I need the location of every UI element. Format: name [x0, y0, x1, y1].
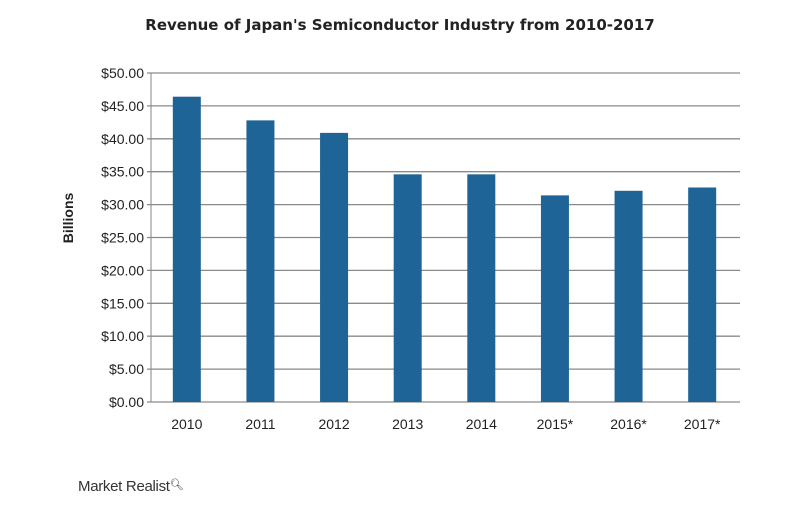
- x-tick-label: 2013: [392, 416, 423, 432]
- x-tick-label: 2012: [318, 416, 349, 432]
- magnifier-icon: 🔍︎: [169, 479, 184, 491]
- y-tick-label: $40.00: [101, 131, 144, 147]
- logo-text: Market Realist: [78, 478, 170, 495]
- bar-2010: [172, 96, 201, 403]
- market-realist-logo: Market Realist🔍︎: [78, 478, 184, 495]
- x-tick-label: 2011: [245, 416, 275, 432]
- bar-2014: [467, 174, 496, 402]
- y-tick-label: $20.00: [101, 262, 144, 278]
- y-tick-label: $5.00: [109, 361, 144, 377]
- y-tick-label: $50.00: [101, 65, 144, 81]
- x-tick-label: 2015*: [537, 416, 574, 432]
- x-tick-label: 2014: [466, 416, 497, 432]
- y-tick-label: $10.00: [101, 328, 144, 344]
- y-tick-label: $45.00: [101, 98, 144, 114]
- y-tick-label: $25.00: [101, 230, 144, 246]
- y-tick-label: $15.00: [101, 295, 144, 311]
- y-tick-label: $35.00: [101, 164, 144, 180]
- x-tick-label: 2017*: [684, 416, 721, 432]
- bar-2011: [246, 120, 275, 402]
- y-tick-label: $30.00: [101, 197, 144, 213]
- y-tick-label: $0.00: [109, 394, 144, 410]
- x-tick-label: 2010: [171, 416, 202, 432]
- x-tick-label: 2016*: [610, 416, 647, 432]
- y-axis-label: Billions: [60, 193, 76, 244]
- bar-2017: [688, 187, 717, 402]
- bar-2013: [393, 174, 422, 402]
- bar-2015: [540, 195, 569, 402]
- bar-2016: [614, 190, 643, 402]
- chart-title: Revenue of Japan's Semiconductor Industr…: [145, 16, 654, 34]
- bar-2012: [320, 132, 349, 403]
